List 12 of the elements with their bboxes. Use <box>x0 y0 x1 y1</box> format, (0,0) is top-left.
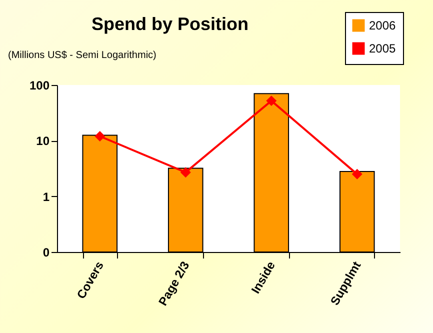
y-tick-label: 0 <box>42 246 50 260</box>
point <box>94 131 106 142</box>
legend-label: 2005 <box>369 42 396 56</box>
y-tick-label: 1 <box>42 190 50 204</box>
chart-subtitle: (Millions US$ - Semi Logarithmic) <box>8 50 156 61</box>
y-tick-label: 100 <box>29 78 50 92</box>
chart-title: Spend by Position <box>91 14 249 34</box>
point <box>180 167 191 178</box>
y-tick-label: 10 <box>36 134 50 148</box>
legend-label: 2006 <box>369 18 396 32</box>
point <box>266 96 277 106</box>
point <box>352 168 362 180</box>
